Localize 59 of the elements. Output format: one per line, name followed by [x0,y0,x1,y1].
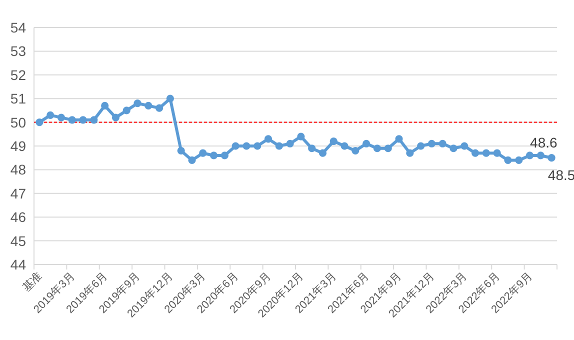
y-tick-label: 50 [10,114,26,130]
data-label: 48.6 [530,134,558,150]
y-tick-label: 54 [10,20,26,36]
point [286,140,294,148]
point [166,94,174,102]
point [493,149,501,157]
point [199,149,207,157]
point [254,142,262,150]
point [471,149,480,157]
point [156,104,164,112]
point [264,135,272,143]
y-tick-label: 48 [10,162,26,178]
y-tick-label: 47 [10,185,26,202]
point [210,152,218,160]
y-tick-label: 49 [10,138,26,154]
point [438,140,446,148]
point [36,118,44,126]
point [112,114,120,122]
point [428,140,436,148]
point [46,111,54,119]
point [177,146,185,155]
point [460,142,468,150]
point [101,102,109,110]
point [340,142,348,150]
point [188,156,196,164]
point [352,146,360,155]
point [482,149,490,157]
point [318,149,327,157]
point [384,144,392,152]
point [275,142,283,150]
point [232,142,240,150]
point [395,135,403,143]
point [308,144,316,152]
point [220,152,228,160]
point [504,156,512,164]
point [242,142,250,150]
point [526,152,534,160]
point [548,154,556,162]
point [144,102,152,110]
point [79,116,87,124]
y-tick-label: 53 [10,43,26,60]
point [90,116,98,124]
y-tick-label: 51 [10,90,26,107]
point [68,116,76,124]
point [57,114,66,122]
point [515,156,523,164]
point [417,142,425,150]
y-tick-label: 45 [10,232,26,249]
point [297,132,305,140]
y-tick-label: 52 [10,66,26,83]
point [536,152,544,160]
point [450,144,458,152]
point [122,106,130,114]
y-tick-label: 46 [10,209,26,226]
point [134,100,142,108]
point [406,149,414,157]
point [330,137,338,146]
point [362,140,370,148]
point [373,144,382,152]
